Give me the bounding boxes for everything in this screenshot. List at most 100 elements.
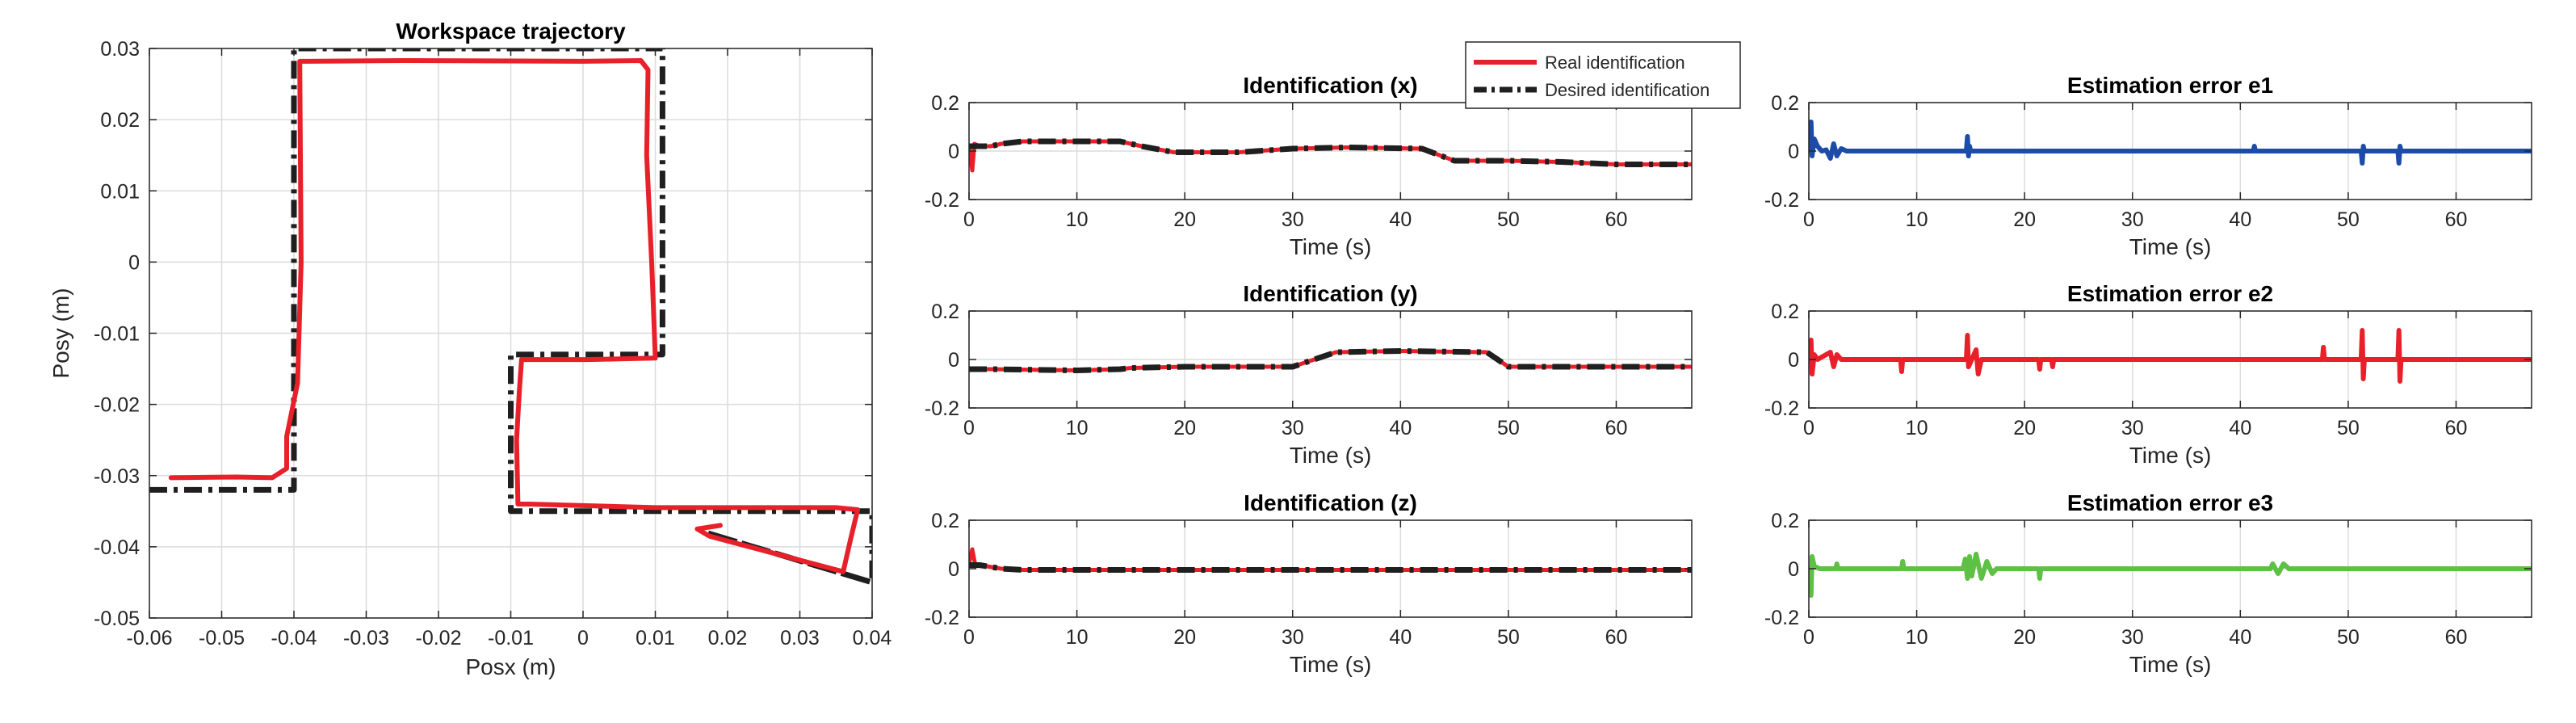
err-e3-xtick-label-5: 50 — [2337, 626, 2360, 649]
workspace-ytick-label-6: 0.01 — [100, 180, 140, 203]
err-e2-series-e2 — [1809, 328, 2532, 384]
err-e3-ytick-label-1: 0 — [1788, 558, 1799, 581]
ident-z-ytick-label-0: -0.2 — [925, 607, 959, 629]
ident-y-xtick-label-4: 40 — [1389, 417, 1412, 439]
workspace-xtick-label-0: -0.06 — [127, 627, 173, 649]
workspace-xtick-label-2: -0.04 — [271, 627, 317, 649]
workspace-ytick-label-1: -0.04 — [94, 536, 140, 559]
workspace-ytick-label-0: -0.05 — [94, 607, 140, 630]
ident-y-xlabel: Time (s) — [1290, 443, 1372, 468]
err-e1-ytick-label-0: -0.2 — [1764, 189, 1799, 212]
ident-y-xtick-label-0: 0 — [963, 417, 975, 439]
workspace-chart: -0.06 -0.05 -0.04 -0.03 -0.02 -0.01 0 0.01 0.02 0… — [48, 19, 892, 679]
legend: Real identification Desired identificatio… — [1465, 41, 1741, 109]
err-e1-xtick-label-4: 40 — [2229, 208, 2251, 231]
workspace-title: Workspace trajectory — [396, 19, 626, 44]
err-e2-xtick-label-4: 40 — [2229, 417, 2251, 439]
legend-box — [1465, 41, 1741, 109]
ident-z-title: Identification (z) — [1244, 490, 1417, 515]
ident-x-title: Identification (x) — [1243, 73, 1417, 98]
err-e3-xtick-label-3: 30 — [2121, 626, 2144, 649]
err-e3-ytick-label-2: 0.2 — [1771, 510, 1799, 532]
workspace-series-real-identification — [168, 58, 861, 574]
ident-x-ytick-label-0: -0.2 — [925, 189, 959, 212]
err-e2-title: Estimation error e2 — [2067, 281, 2273, 306]
workspace-xtick-label-6: 0 — [577, 627, 589, 649]
ident-z-xtick-label-5: 50 — [1497, 626, 1520, 649]
workspace-xtick-label-9: 0.03 — [780, 627, 820, 649]
ident-x-xlabel: Time (s) — [1290, 234, 1372, 259]
err-e3-xtick-label-2: 20 — [2013, 626, 2036, 649]
err-e1-ytick-label-2: 0.2 — [1771, 92, 1799, 115]
workspace-ytick-label-4: -0.01 — [94, 323, 140, 346]
err-e3-xlabel: Time (s) — [2129, 652, 2212, 677]
workspace-ytick-label-5: 0 — [128, 251, 140, 274]
workspace-ytick-label-3: -0.02 — [94, 394, 140, 417]
ident-y-ytick-label-0: -0.2 — [925, 397, 959, 420]
err-e1-title: Estimation error e1 — [2067, 73, 2273, 98]
ident-z-xtick-label-0: 0 — [963, 626, 975, 649]
workspace-xlabel: Posx (m) — [466, 654, 556, 679]
legend-entry-0: Real identification — [1545, 53, 1685, 73]
ident-z-xtick-label-6: 60 — [1605, 626, 1628, 649]
workspace-xtick-label-10: 0.04 — [853, 627, 892, 649]
err-e2-xlabel: Time (s) — [2129, 443, 2212, 468]
workspace-xtick-label-4: -0.02 — [416, 627, 462, 649]
err-e2-xtick-label-3: 30 — [2121, 417, 2144, 439]
legend-entry-1: Desired identification — [1545, 80, 1710, 100]
err-e1-xtick-label-2: 20 — [2013, 208, 2036, 231]
ident-x-xtick-label-2: 20 — [1173, 208, 1196, 231]
ident-y-series-desired-identification — [969, 348, 1692, 373]
ident-y-xtick-label-5: 50 — [1497, 417, 1520, 439]
ident-x-xtick-label-5: 50 — [1497, 208, 1520, 231]
ident-z-ytick-label-2: 0.2 — [931, 510, 959, 532]
err-e3-series-e3 — [1809, 552, 2532, 598]
ident-x-xtick-label-1: 10 — [1066, 208, 1089, 231]
err-e2-xtick-label-1: 10 — [1906, 417, 1928, 439]
err-e3-xtick-label-4: 40 — [2229, 626, 2251, 649]
ident-x-ytick-label-1: 0 — [948, 141, 959, 163]
err-e3-ytick-label-0: -0.2 — [1764, 607, 1799, 629]
ident-x-xtick-label-3: 30 — [1282, 208, 1304, 231]
ident-y-ytick-label-2: 0.2 — [931, 301, 959, 323]
workspace-ylabel: Posy (m) — [48, 288, 73, 379]
err-e1-xlabel: Time (s) — [2129, 234, 2212, 259]
err-e1-series-e1 — [1809, 120, 2532, 166]
err-e3-xtick-label-0: 0 — [1803, 626, 1815, 649]
workspace-xtick-label-1: -0.05 — [199, 627, 245, 649]
err-e1-xtick-label-1: 10 — [1906, 208, 1928, 231]
ident-y-xtick-label-2: 20 — [1173, 417, 1196, 439]
ident-z-series-desired-identification — [969, 562, 1692, 573]
ident-y-title: Identification (y) — [1243, 281, 1417, 306]
err-e1-xtick-label-0: 0 — [1803, 208, 1815, 231]
ident-x-series-desired-identification — [969, 138, 1692, 167]
workspace-xtick-label-3: -0.03 — [343, 627, 389, 649]
ident-x-xtick-label-6: 60 — [1605, 208, 1628, 231]
ident-z-xlabel: Time (s) — [1290, 652, 1372, 677]
ident-y-xtick-label-6: 60 — [1605, 417, 1628, 439]
err-e3-xtick-label-6: 60 — [2445, 626, 2468, 649]
err-e2-xtick-label-5: 50 — [2337, 417, 2360, 439]
workspace-ytick-label-2: -0.03 — [94, 465, 140, 488]
err-e1-xtick-label-5: 50 — [2337, 208, 2360, 231]
err-e2-ytick-label-1: 0 — [1788, 349, 1799, 372]
ident-y-ytick-label-1: 0 — [948, 349, 959, 372]
workspace-xtick-label-7: 0.01 — [636, 627, 675, 649]
ident-y-xtick-label-3: 30 — [1282, 417, 1304, 439]
workspace-xtick-label-8: 0.02 — [708, 627, 748, 649]
err-e2-ytick-label-2: 0.2 — [1771, 301, 1799, 323]
err-e1-xtick-label-6: 60 — [2445, 208, 2468, 231]
ident-x-ytick-label-2: 0.2 — [931, 92, 959, 115]
ident-x-xtick-label-4: 40 — [1389, 208, 1412, 231]
ident-z-xtick-label-4: 40 — [1389, 626, 1412, 649]
ident-z-xtick-label-2: 20 — [1173, 626, 1196, 649]
err-e2-xtick-label-2: 20 — [2013, 417, 2036, 439]
ident-y-xtick-label-1: 10 — [1066, 417, 1089, 439]
err-e3-xtick-label-1: 10 — [1906, 626, 1928, 649]
